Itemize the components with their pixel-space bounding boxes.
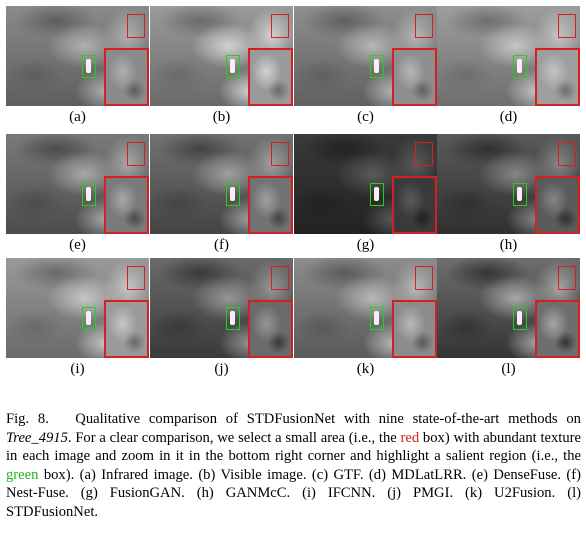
caption-text-1: Qualitative comparison of STDFusionNet w… [75, 411, 581, 427]
red-box-zoomed [392, 300, 437, 358]
red-box-zoomed [392, 176, 437, 234]
caption-dataset: Tree_4915 [6, 429, 68, 446]
red-box-zoomed [248, 176, 293, 234]
red-box-small [415, 14, 433, 38]
panel-image [294, 134, 437, 234]
figure-caption: Fig. 8. Qualitative comparison of STDFus… [6, 410, 581, 521]
figure-panel: (a) [6, 6, 149, 126]
salient-target [86, 59, 91, 73]
caption-text-2: . For a clear comparison, we select a sm… [67, 429, 401, 446]
panel-label: (k) [356, 361, 375, 377]
salient-target [230, 59, 235, 73]
figure-panel: (j) [150, 258, 293, 378]
panel-label: (d) [499, 109, 518, 125]
panel-label: (j) [214, 361, 229, 377]
figure-panel: (k) [294, 258, 437, 378]
panel-label: (l) [501, 361, 516, 377]
green-box [226, 307, 240, 330]
red-box-zoomed [535, 300, 580, 358]
red-box-small [271, 266, 289, 290]
red-box-zoomed [535, 48, 580, 106]
figure-panel: (h) [437, 134, 580, 254]
panel-image [6, 258, 149, 358]
panel-image [294, 258, 437, 358]
red-box-zoomed [104, 48, 149, 106]
red-box-zoomed [104, 300, 149, 358]
green-box [226, 55, 240, 78]
green-box [82, 183, 96, 206]
red-box-small [415, 142, 433, 166]
salient-target [86, 187, 91, 201]
panel-image [150, 6, 293, 106]
figure-panel: (g) [294, 134, 437, 254]
salient-target [517, 59, 522, 73]
red-box-small [127, 14, 145, 38]
figure-panel: (b) [150, 6, 293, 126]
red-box-zoomed [104, 176, 149, 234]
green-box [513, 55, 527, 78]
salient-target [230, 187, 235, 201]
red-box-small [558, 142, 576, 166]
panel-label: (f) [214, 237, 229, 253]
red-box-small [271, 142, 289, 166]
red-box-small [271, 14, 289, 38]
green-box [370, 55, 384, 78]
figure-panel: (l) [437, 258, 580, 378]
panel-image [437, 134, 580, 234]
caption-text-4: box). (a) Infrared image. (b) Visible im… [6, 466, 581, 520]
panel-image [150, 258, 293, 358]
red-box-small [558, 14, 576, 38]
salient-target [517, 187, 522, 201]
green-box [513, 183, 527, 206]
panel-image [437, 6, 580, 106]
panel-label: (c) [357, 109, 374, 125]
panel-image [6, 6, 149, 106]
red-box-zoomed [392, 48, 437, 106]
panel-label: (b) [212, 109, 231, 125]
panel-label: (e) [69, 237, 86, 253]
red-box-zoomed [248, 300, 293, 358]
caption-green-word: green [6, 466, 39, 483]
red-box-zoomed [248, 48, 293, 106]
red-box-small [415, 266, 433, 290]
red-box-small [127, 142, 145, 166]
red-box-small [558, 266, 576, 290]
salient-target [86, 311, 91, 325]
panel-label: (a) [69, 109, 86, 125]
green-box [370, 307, 384, 330]
panel-image [294, 6, 437, 106]
caption-text-3: box) with abundant texture in each image… [6, 429, 581, 465]
figure-panel: (i) [6, 258, 149, 378]
salient-target [374, 187, 379, 201]
green-box [82, 307, 96, 330]
green-box [513, 307, 527, 330]
panel-image [437, 258, 580, 358]
red-box-small [127, 266, 145, 290]
figure-panel: (d) [437, 6, 580, 126]
salient-target [374, 311, 379, 325]
figure-panel: (c) [294, 6, 437, 126]
salient-target [230, 311, 235, 325]
figure-panel: (e) [6, 134, 149, 254]
salient-target [517, 311, 522, 325]
panel-image [6, 134, 149, 234]
green-box [82, 55, 96, 78]
green-box [370, 183, 384, 206]
panel-label: (i) [70, 361, 85, 377]
salient-target [374, 59, 379, 73]
red-box-zoomed [535, 176, 580, 234]
panel-image [150, 134, 293, 234]
caption-fig-number: Fig. 8. [6, 411, 49, 427]
figure-panel: (f) [150, 134, 293, 254]
panel-label: (g) [356, 237, 375, 253]
panel-label: (h) [499, 237, 518, 253]
green-box [226, 183, 240, 206]
caption-red-word: red [400, 429, 420, 446]
